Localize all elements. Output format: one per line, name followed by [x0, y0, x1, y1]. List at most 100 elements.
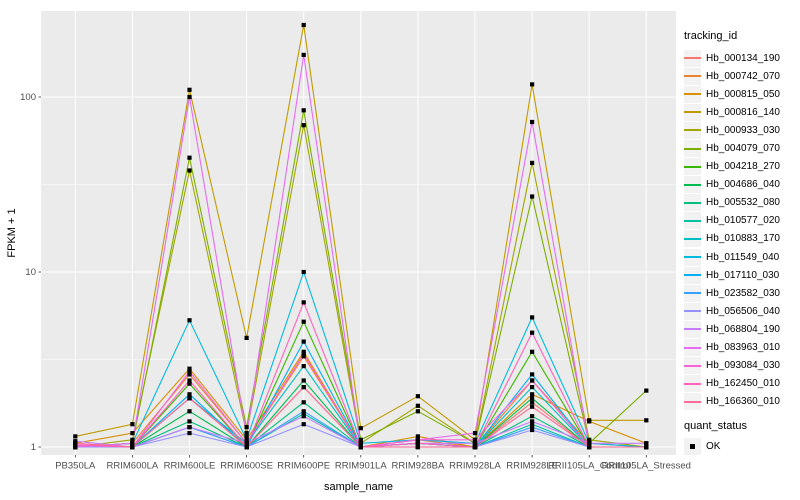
legend-line-swatch: [684, 201, 701, 204]
data-point: [187, 425, 192, 430]
data-point: [415, 444, 420, 450]
data-point: [530, 315, 535, 320]
data-point: [530, 194, 535, 199]
data-point: [587, 444, 592, 450]
data-point: [644, 418, 649, 423]
legend-line-swatch: [684, 382, 701, 385]
legend-items-tracking-id: Hb_000134_190 Hb_000742_070 Hb_000815_050 H…: [684, 49, 800, 411]
data-point: [358, 441, 363, 446]
legend-line-swatch: [684, 328, 701, 331]
legend-key-box: [684, 266, 701, 284]
data-point: [187, 155, 192, 160]
data-point: [244, 335, 249, 340]
x-tick-label: RRIM600PE: [277, 461, 330, 472]
data-point: [530, 330, 535, 335]
x-tick-label: RRIM901LA: [335, 461, 387, 472]
legend-label: Hb_093084_030: [706, 360, 780, 372]
data-point: [358, 426, 363, 431]
data-point: [244, 425, 249, 430]
legend-key-box: [684, 248, 701, 266]
data-point: [244, 434, 249, 439]
legend-label: Hb_011549_040: [706, 251, 780, 263]
x-tick-label: RRIM600LE: [164, 461, 216, 472]
legend-line-swatch: [684, 111, 701, 114]
data-point: [301, 319, 306, 324]
data-point: [244, 437, 249, 442]
data-point: [530, 427, 535, 433]
legend-item-quant-ok: OK: [684, 438, 800, 456]
legend-item: Hb_068804_190: [684, 320, 800, 338]
data-point: [530, 396, 535, 401]
data-point: [644, 388, 649, 393]
legend-key-box: [684, 302, 701, 320]
data-point: [472, 441, 478, 446]
legend-item: Hb_017110_030: [684, 266, 800, 284]
legend-label: Hb_068804_190: [706, 323, 780, 335]
legend-label: Hb_162450_010: [706, 378, 780, 390]
y-tick-label: 100: [20, 92, 36, 103]
data-point: [187, 381, 192, 386]
data-point: [130, 431, 135, 436]
data-point: [187, 168, 192, 173]
plot-panel: [41, 11, 676, 455]
legend-title-tracking-id: tracking_id: [684, 30, 738, 42]
data-point: [301, 123, 306, 128]
data-point: [472, 437, 478, 442]
data-point: [187, 94, 192, 100]
data-point: [130, 444, 135, 450]
legend-label: Hb_000134_190: [706, 52, 780, 64]
data-point: [73, 434, 78, 439]
legend-item: Hb_000815_050: [684, 85, 800, 103]
data-point: [301, 411, 306, 416]
data-point: [73, 441, 78, 446]
data-point: [301, 349, 306, 354]
data-point: [472, 431, 478, 436]
legend-item: Hb_010883_170: [684, 230, 800, 248]
legend-label: Hb_000816_140: [706, 106, 780, 118]
data-point: [587, 418, 592, 423]
legend-key-box: [684, 284, 701, 302]
legend-item: Hb_023582_030: [684, 284, 800, 302]
legend-item: Hb_083963_010: [684, 339, 800, 357]
legend-line-swatch: [684, 147, 701, 150]
legend-item: Hb_000816_140: [684, 103, 800, 121]
legend-label: Hb_010883_170: [706, 233, 780, 245]
data-point: [301, 409, 306, 414]
data-point: [358, 444, 363, 450]
y-tick-label: 10: [25, 267, 36, 278]
data-point: [644, 444, 649, 450]
legend-label: Hb_010577_020: [706, 215, 780, 227]
legend-item: Hb_010577_020: [684, 212, 800, 230]
data-point: [301, 300, 306, 305]
legend-key-box: [684, 339, 701, 357]
legend-key-box: [684, 121, 701, 139]
x-tick-label: RRII105LA_Stressed: [602, 461, 691, 472]
data-point: [301, 364, 306, 369]
y-axis-title: FPKM + 1: [6, 208, 18, 257]
data-point: [415, 403, 420, 408]
data-point: [187, 392, 192, 397]
legend-label: Hb_005532_080: [706, 197, 780, 209]
data-point: [301, 354, 306, 359]
legend-label: Hb_056506_040: [706, 305, 780, 317]
legend-key-box: [684, 67, 701, 85]
data-point: [301, 108, 306, 113]
legend-key-box: [684, 103, 701, 121]
legend-item: Hb_004079_070: [684, 139, 800, 158]
legend-label: Hb_004686_040: [706, 179, 780, 191]
legend-item: Hb_004686_040: [684, 176, 800, 194]
data-point: [244, 441, 249, 446]
data-point: [530, 425, 535, 430]
x-tick-label: RRIM600SE: [220, 461, 273, 472]
legend-line-swatch: [684, 364, 701, 367]
data-point: [187, 378, 192, 383]
legend-key-box: [684, 375, 701, 393]
legend-item: Hb_162450_010: [684, 375, 800, 393]
data-point: [415, 434, 420, 439]
data-point: [530, 378, 535, 383]
legend-key-box: [684, 194, 701, 212]
legend: tracking_id Hb_000134_190 Hb_000742_070 Hb…: [684, 30, 800, 456]
data-point: [130, 441, 135, 446]
legend-key-box: [684, 230, 701, 248]
